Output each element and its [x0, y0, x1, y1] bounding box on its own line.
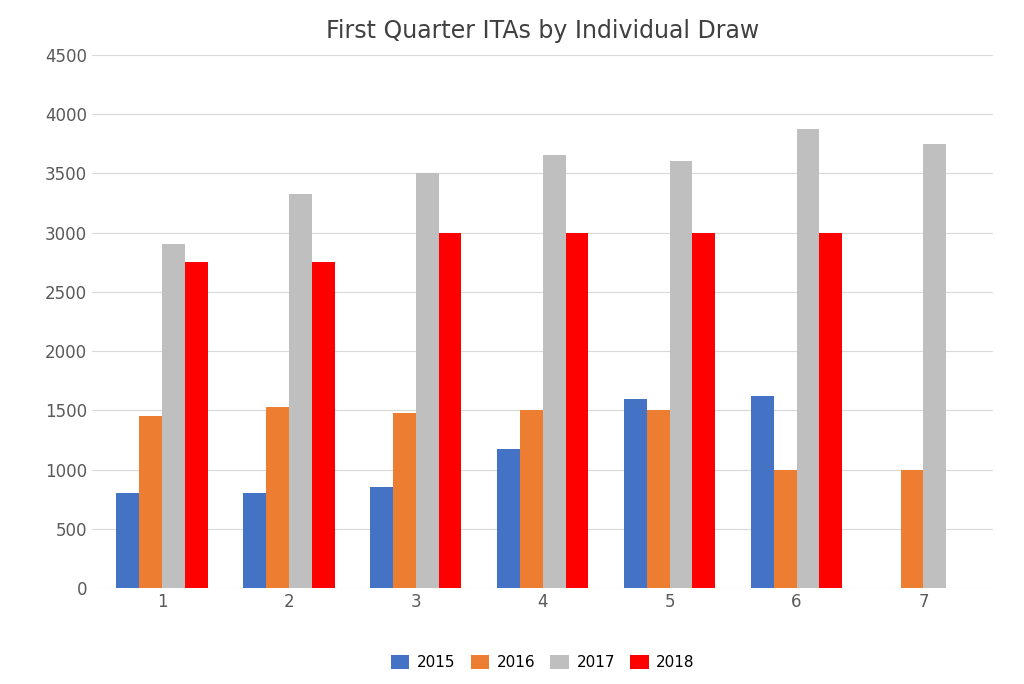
Bar: [289, 194, 311, 588]
Bar: [184, 262, 208, 588]
Bar: [311, 262, 335, 588]
Bar: [797, 129, 819, 588]
Bar: [751, 395, 774, 588]
Bar: [670, 161, 692, 588]
Bar: [692, 233, 716, 588]
Bar: [117, 493, 139, 588]
Bar: [162, 244, 184, 588]
Bar: [901, 470, 924, 588]
Bar: [370, 488, 393, 588]
Bar: [520, 410, 543, 588]
Bar: [543, 155, 565, 588]
Bar: [416, 173, 438, 588]
Title: First Quarter ITAs by Individual Draw: First Quarter ITAs by Individual Draw: [326, 19, 760, 43]
Bar: [624, 399, 647, 588]
Bar: [819, 233, 843, 588]
Bar: [243, 493, 266, 588]
Bar: [393, 413, 416, 588]
Bar: [647, 410, 670, 588]
Bar: [438, 233, 462, 588]
Bar: [774, 470, 797, 588]
Legend: 2015, 2016, 2017, 2018: 2015, 2016, 2017, 2018: [385, 649, 700, 676]
Bar: [497, 449, 520, 588]
Bar: [139, 417, 162, 588]
Bar: [266, 408, 289, 588]
Bar: [565, 233, 589, 588]
Bar: [924, 144, 946, 588]
